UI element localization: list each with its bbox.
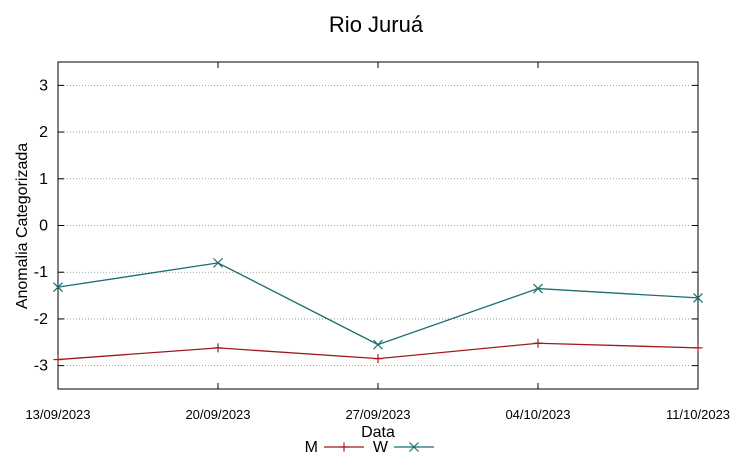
- x-tick-label: 27/09/2023: [345, 407, 410, 422]
- y-axis-label: Anomalia Categorizada: [14, 143, 31, 309]
- marker-x: [533, 283, 543, 294]
- marker-x: [53, 282, 63, 293]
- x-tick-label: 11/10/2023: [666, 407, 730, 422]
- y-tick-label: 2: [39, 124, 48, 141]
- marker-x: [373, 339, 383, 350]
- y-ticks: 3 2 1 0 -1 -2 -3: [34, 77, 698, 375]
- series-line: [57, 262, 699, 346]
- series-w: [53, 257, 703, 350]
- plot-frame: [57, 61, 699, 390]
- legend-label: W: [373, 439, 389, 456]
- x-tick-label: 13/09/2023: [25, 407, 90, 422]
- x-tick-label: 20/09/2023: [185, 407, 250, 422]
- series-lines: [53, 257, 703, 365]
- y-tick-label: 0: [39, 218, 48, 235]
- marker-x: [213, 257, 223, 268]
- series-m: [53, 338, 703, 365]
- y-tick-label: -1: [34, 264, 48, 281]
- grid-lines: [58, 84, 698, 367]
- marker-x: [693, 292, 703, 303]
- y-tick-label: -3: [34, 358, 48, 375]
- y-tick-label: -2: [34, 311, 48, 328]
- legend-label: M: [305, 439, 318, 456]
- x-axis-label: Data: [361, 424, 395, 441]
- x-tick-label: 04/10/2023: [505, 407, 570, 422]
- marker-x: [409, 442, 419, 452]
- x-ticks: 13/09/2023 20/09/2023 27/09/2023 04/10/2023…: [25, 62, 730, 422]
- y-tick-label: 3: [39, 77, 48, 94]
- y-tick-label: 1: [39, 171, 48, 188]
- chart-title: Rio Juruá: [329, 12, 424, 37]
